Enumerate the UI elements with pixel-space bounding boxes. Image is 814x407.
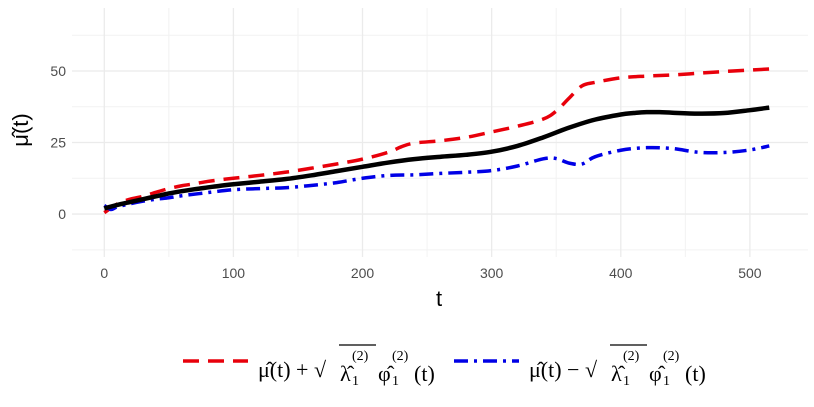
legend-upper-lambda-sub: 1	[352, 374, 359, 389]
x-tick-label-0: 0	[100, 265, 108, 281]
legend-upper-phi: φ̂	[378, 361, 395, 386]
legend-lower-phi-sup: (2)	[663, 349, 680, 364]
x-tick-label-200: 200	[351, 265, 375, 281]
legend-entry-lower: μ̂(t) − √ λ̂ (2) 1 φ̂ (2) 1 (t)	[529, 344, 706, 389]
x-tick-label-500: 500	[738, 265, 762, 281]
legend-upper-phi-sub: 1	[392, 374, 399, 389]
legend-lower-phi: φ̂	[649, 361, 666, 386]
legend-lower-lambda-sup: (2)	[623, 349, 640, 364]
y-axis-title: μ̂(t)	[8, 113, 33, 146]
legend-upper-phi-sup: (2)	[392, 349, 409, 364]
x-axis-title: t	[436, 286, 442, 311]
legend: μ̂(t) + √ λ̂ (2) 1 φ̂ (2) 1 (t) μ̂(t) − …	[183, 344, 706, 389]
legend-lower-tail: (t)	[685, 361, 706, 386]
grid-minor	[72, 8, 808, 257]
legend-lower-main: μ̂(t) − √	[529, 357, 598, 382]
legend-lower-lambda-sub: 1	[623, 374, 630, 389]
series-line-upper	[103, 67, 770, 215]
x-tick-label-400: 400	[609, 265, 633, 281]
legend-entry-upper: μ̂(t) + √ λ̂ (2) 1 φ̂ (2) 1 (t)	[258, 344, 435, 389]
legend-upper-tail: (t)	[414, 361, 435, 386]
x-tick-labels: 0 100 200 300 400 500	[100, 265, 761, 281]
legend-upper-main: μ̂(t) + √	[258, 357, 327, 382]
series-layer	[103, 67, 770, 215]
svg-text:μ̂(t) − √: μ̂(t) − √	[529, 357, 598, 382]
svg-text:μ̂(t) + √: μ̂(t) + √	[258, 357, 327, 382]
y-tick-label-25: 25	[50, 135, 66, 151]
legend-upper-lambda-sup: (2)	[352, 349, 369, 364]
y-tick-label-0: 0	[58, 206, 66, 222]
series-line-lower	[103, 144, 770, 212]
series-line-mean	[103, 105, 770, 211]
grid-major	[72, 8, 808, 257]
y-tick-label-50: 50	[50, 63, 66, 79]
y-tick-labels: 0 25 50	[50, 63, 66, 222]
x-tick-label-100: 100	[222, 265, 246, 281]
x-tick-label-300: 300	[480, 265, 504, 281]
legend-lower-phi-sub: 1	[663, 374, 670, 389]
